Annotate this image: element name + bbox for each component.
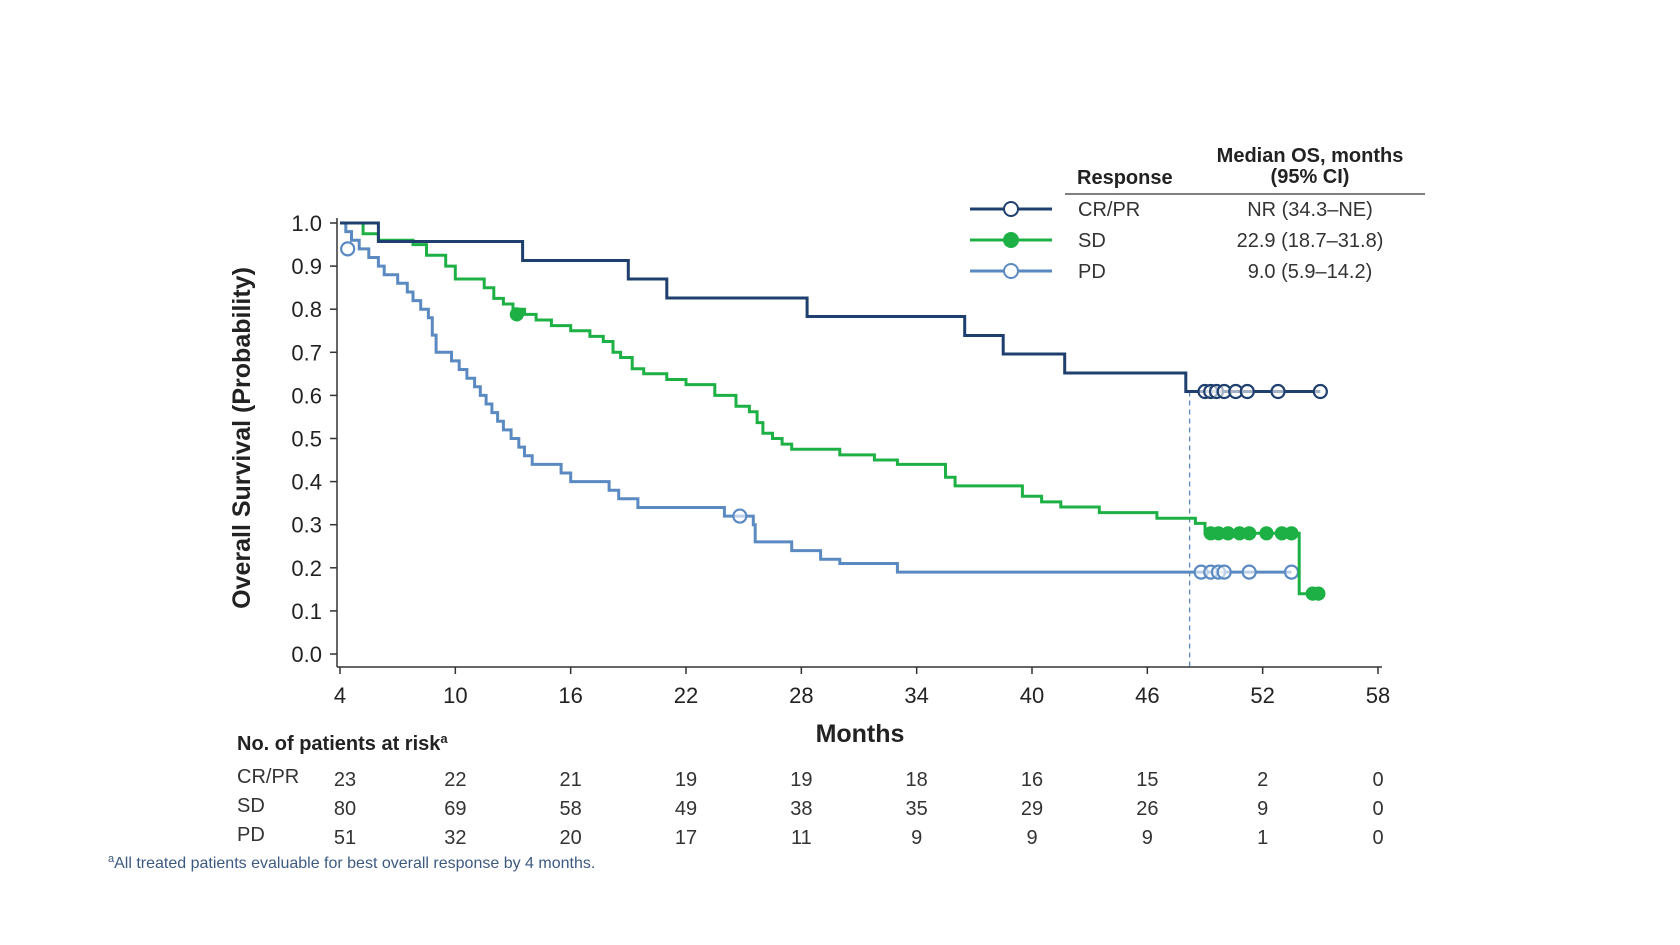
legend-header-response: Response <box>1077 167 1173 189</box>
x-tick-label: 58 <box>1366 683 1390 708</box>
legend-label-sd: SD <box>1078 230 1106 252</box>
legend-header-ci: (95% CI) <box>1271 166 1350 188</box>
censor-marker-sd <box>1284 526 1299 541</box>
censor-marker-pd <box>1241 564 1257 580</box>
risk-cell: 35 <box>906 798 928 820</box>
legend-label-cr-pr: CR/PR <box>1078 199 1140 221</box>
risk-cell: 2 <box>1257 769 1268 791</box>
risk-cell: 51 <box>334 827 356 849</box>
risk-cell: 9 <box>911 827 922 849</box>
censor-marker-sd <box>1242 526 1257 541</box>
y-tick-label: 0.9 <box>291 254 322 279</box>
risk-table-title: No. of patients at riska <box>237 731 448 755</box>
footnote-mark: a <box>108 853 115 865</box>
risk-cell: 19 <box>790 769 812 791</box>
risk-row-label: SD <box>237 795 265 817</box>
x-tick-label: 40 <box>1020 683 1044 708</box>
y-axis-title: Overall Survival (Probability) <box>228 267 256 609</box>
risk-cell: 22 <box>444 769 466 791</box>
y-tick-label: 0.1 <box>291 599 322 624</box>
risk-cell: 11 <box>791 827 812 849</box>
x-tick-label: 34 <box>904 683 928 708</box>
series-layer <box>340 221 1328 601</box>
y-tick-label: 0.8 <box>291 297 322 322</box>
censor-marker-cr-pr <box>1239 383 1255 400</box>
censor-marker-sd <box>509 307 524 322</box>
y-tick-label: 0.6 <box>291 383 322 408</box>
legend-marker-pd <box>1003 263 1019 279</box>
censor-marker-sd <box>1311 586 1326 601</box>
y-tick-label: 0.2 <box>291 556 322 581</box>
legend: Response Median OS, months(95% CI) CR/PR NR… <box>970 145 1425 283</box>
risk-cell: 58 <box>560 798 582 820</box>
risk-cell: 21 <box>560 769 582 791</box>
risk-cell: 0 <box>1372 827 1383 849</box>
y-tick-label: 0.3 <box>291 513 322 538</box>
footnote-text: All treated patients evaluable for best … <box>114 855 595 872</box>
risk-row-label: CR/PR <box>237 766 299 788</box>
footnote: aAll treated patients evaluable for best… <box>108 853 595 872</box>
legend-median-pd: 9.0 (5.9–14.2) <box>1248 261 1373 283</box>
legend-marker-sd <box>1003 232 1019 248</box>
risk-cell: 32 <box>444 827 466 849</box>
risk-cell: 26 <box>1136 798 1158 820</box>
risk-cell: 0 <box>1372 769 1383 791</box>
plot-axes: 0.0 0.1 0.2 0.3 0.4 0.5 0.6 0.7 0.8 0.9 1.0 4 10 16 22… <box>228 211 1390 748</box>
risk-cell: 38 <box>790 798 812 820</box>
x-tick-label: 46 <box>1135 683 1159 708</box>
risk-row-label: PD <box>237 824 265 846</box>
censor-marker-sd <box>1220 526 1236 541</box>
x-tick-label: 16 <box>558 683 582 708</box>
censor-marker-pd <box>732 508 748 524</box>
series-line-cr-pr <box>340 221 1321 393</box>
risk-table-title-sup: a <box>440 731 448 746</box>
risk-cell: 9 <box>1026 827 1037 849</box>
censor-marker-pd <box>1283 564 1300 580</box>
legend-header-median: Median OS, months <box>1217 145 1404 167</box>
risk-cell: 18 <box>906 769 928 791</box>
x-axis-title: Months <box>816 720 905 748</box>
risk-cell: 19 <box>675 769 697 791</box>
y-tick-label: 1.0 <box>291 211 322 236</box>
y-tick-label: 0.5 <box>291 427 322 452</box>
legend-median-cr-pr: NR (34.3–NE) <box>1247 199 1373 221</box>
censor-marker-cr-pr <box>1270 383 1286 400</box>
series-line-sd <box>340 221 1321 596</box>
x-tick-label: 28 <box>789 683 813 708</box>
legend-marker-cr-pr <box>1003 201 1019 217</box>
risk-cell: 29 <box>1021 798 1043 820</box>
risk-cell: 9 <box>1257 798 1268 820</box>
risk-cell: 80 <box>334 798 356 820</box>
x-tick-label: 4 <box>334 683 346 708</box>
y-tick-label: 0.0 <box>291 642 322 667</box>
risk-cell: 16 <box>1021 769 1043 791</box>
y-tick-label: 0.4 <box>291 470 322 495</box>
risk-cell: 49 <box>675 798 697 820</box>
censor-marker-pd <box>1216 564 1232 580</box>
x-tick-label: 22 <box>674 683 698 708</box>
risk-cell: 9 <box>1142 827 1153 849</box>
x-tick-label: 52 <box>1250 683 1274 708</box>
x-tick-label: 10 <box>443 683 467 708</box>
y-tick-label: 0.7 <box>291 340 322 365</box>
risk-cell: 20 <box>560 827 582 849</box>
risk-cell: 15 <box>1136 769 1158 791</box>
legend-median-sd: 22.9 (18.7–31.8) <box>1237 230 1384 252</box>
censor-marker-sd <box>1259 526 1274 541</box>
risk-cell: 23 <box>334 769 356 791</box>
series-line-pd <box>340 221 1292 574</box>
censor-marker-cr-pr <box>1312 383 1328 400</box>
legend-label-pd: PD <box>1078 261 1106 283</box>
risk-cell: 69 <box>444 798 466 820</box>
censor-marker-pd <box>340 241 356 257</box>
risk-cell: 0 <box>1372 798 1383 820</box>
risk-cell: 1 <box>1257 827 1268 849</box>
risk-cell: 17 <box>675 827 697 849</box>
